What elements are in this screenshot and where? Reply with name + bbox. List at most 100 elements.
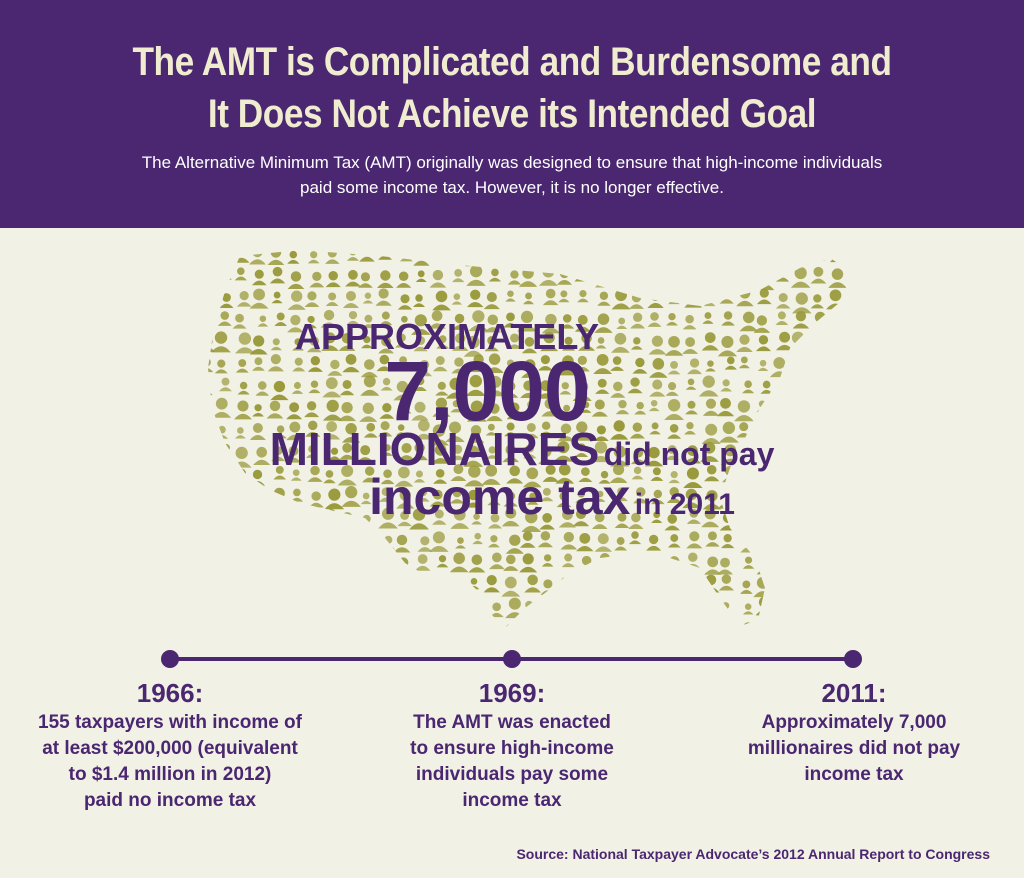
person-icon [451, 357, 467, 374]
event-year: 1969: [478, 678, 546, 708]
person-icon [290, 577, 306, 593]
person-icon [256, 598, 269, 611]
event-desc-line: Approximately 7,000 [761, 712, 947, 733]
person-icon [770, 250, 789, 264]
person-icon [312, 620, 322, 628]
person-icon [465, 250, 485, 267]
person-icon [325, 270, 341, 288]
person-icon [502, 444, 519, 463]
person-icon [614, 537, 627, 551]
person-icon [704, 293, 716, 307]
title-line-2: It Does Not Achieve its Intended Goal [207, 92, 817, 136]
person-icon [322, 421, 341, 440]
person-icon [507, 270, 522, 285]
person-icon [538, 355, 553, 371]
person-icon [557, 577, 574, 594]
person-icon [213, 555, 234, 577]
person-icon [685, 267, 705, 288]
person-icon [413, 294, 426, 308]
person-icon [375, 288, 392, 306]
person-icon [217, 311, 232, 326]
person-icon [237, 598, 250, 612]
person-icon [467, 425, 485, 443]
person-icon [358, 553, 377, 572]
person-icon [234, 400, 252, 420]
person-icon [488, 619, 500, 628]
person-icon [702, 574, 720, 593]
person-icon [701, 250, 714, 259]
person-icon [742, 556, 755, 569]
person-icon [290, 533, 306, 550]
person-icon [773, 555, 786, 569]
person-icon [736, 287, 754, 307]
person-icon [755, 269, 775, 291]
person-icon [347, 621, 356, 628]
person-icon [415, 270, 427, 282]
person-icon [383, 620, 391, 628]
person-icon [377, 602, 390, 615]
person-icon [521, 337, 538, 354]
person-icon [236, 576, 252, 594]
person-icon [576, 574, 597, 596]
person-icon [789, 250, 806, 264]
person-icon [292, 357, 306, 372]
person-icon [307, 251, 320, 264]
person-icon [287, 290, 306, 310]
person-icon [378, 336, 394, 354]
person-icon [345, 558, 357, 570]
person-icon [326, 598, 344, 617]
person-icon [721, 534, 735, 549]
person-icon [591, 399, 608, 417]
person-icon [451, 293, 463, 305]
person-icon [518, 267, 538, 287]
person-icon [560, 314, 575, 329]
person-icon [522, 600, 536, 615]
person-icon [208, 531, 214, 547]
person-icon [717, 557, 733, 575]
person-icon [269, 534, 288, 554]
person-icon [208, 575, 217, 596]
person-icon [831, 535, 845, 550]
person-icon [466, 265, 486, 286]
person-icon [755, 335, 772, 352]
person-icon [772, 599, 789, 617]
person-icon [341, 486, 362, 507]
person-icon [309, 271, 325, 288]
person-icon [393, 534, 411, 553]
person-icon [413, 376, 427, 391]
person-icon [792, 554, 803, 566]
person-icon [558, 290, 570, 303]
person-icon [542, 464, 559, 482]
person-icon [290, 552, 308, 571]
person-icon [359, 536, 372, 549]
person-icon [428, 577, 448, 599]
person-icon [753, 576, 773, 598]
person-icon [628, 531, 642, 545]
person-icon [322, 399, 343, 421]
person-icon [379, 403, 395, 419]
person-icon [255, 381, 270, 396]
person-icon [562, 336, 576, 351]
person-icon [831, 619, 841, 628]
person-icon [324, 531, 340, 547]
person-icon [256, 557, 270, 572]
timeline-dot-2011 [844, 650, 862, 668]
person-icon [362, 466, 378, 483]
person-icon [463, 445, 484, 467]
person-icon [328, 447, 341, 460]
person-icon [649, 379, 666, 397]
person-icon [253, 575, 268, 591]
person-icon [338, 575, 357, 595]
person-icon [630, 622, 641, 628]
person-icon [445, 421, 465, 443]
person-icon [610, 445, 630, 467]
person-icon [556, 268, 573, 285]
person-icon [436, 335, 449, 349]
person-icon [598, 250, 612, 259]
person-icon [721, 311, 735, 326]
person-icon [236, 291, 252, 307]
person-icon [538, 597, 554, 613]
person-icon [359, 250, 375, 262]
person-icon [346, 310, 360, 326]
person-icon [451, 619, 460, 628]
